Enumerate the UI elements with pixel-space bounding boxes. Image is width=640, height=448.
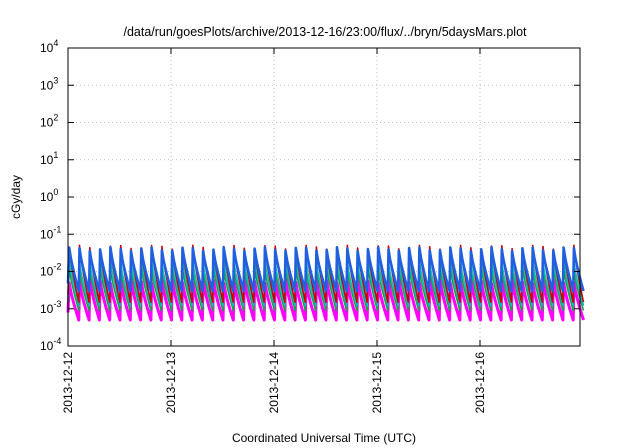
y-tick-label: 10-4: [40, 336, 61, 353]
y-tick-label: 104: [40, 38, 58, 55]
series-line-1: [66, 245, 585, 293]
y-tick-exponent: -3: [53, 299, 61, 309]
y-tick-exponent: 3: [53, 75, 58, 85]
x-tick-label: 2013-12-13: [164, 352, 178, 414]
y-tick-label: 10-3: [40, 299, 61, 316]
y-tick-label: 10-2: [40, 262, 61, 279]
y-tick-exponent: 2: [53, 113, 58, 123]
y-tick-exponent: 1: [53, 150, 58, 160]
x-tick-label: 2013-12-12: [61, 352, 75, 414]
x-axis-ticks: 2013-12-12 2013-12-13 2013-12-14 2013-12-15…: [61, 48, 487, 413]
y-tick-exponent: -1: [53, 224, 61, 234]
series-line-2: [67, 257, 585, 307]
y-tick-label: 100: [40, 187, 58, 204]
x-tick-label: 2013-12-16: [473, 352, 487, 414]
series-line-3: [67, 265, 585, 312]
y-tick-exponent: 0: [53, 187, 58, 197]
x-tick-label: 2013-12-15: [370, 352, 384, 414]
y-tick-exponent: 4: [53, 38, 58, 48]
y-tick-label: 10-1: [40, 224, 61, 241]
y-axis-label: cGy/day: [9, 175, 23, 219]
data-series: [66, 244, 585, 322]
y-tick-label: 102: [40, 113, 58, 130]
x-tick-label: 2013-12-14: [267, 352, 281, 414]
y-tick-exponent: -4: [53, 336, 61, 346]
y-tick-label: 103: [40, 75, 58, 92]
series-line-4: [66, 277, 585, 322]
chart-title: /data/run/goesPlots/archive/2013-12-16/2…: [123, 25, 527, 39]
x-axis-label: Coordinated Universal Time (UTC): [232, 431, 416, 445]
y-tick-exponent: -2: [53, 262, 61, 272]
y-tick-label: 101: [40, 150, 58, 167]
